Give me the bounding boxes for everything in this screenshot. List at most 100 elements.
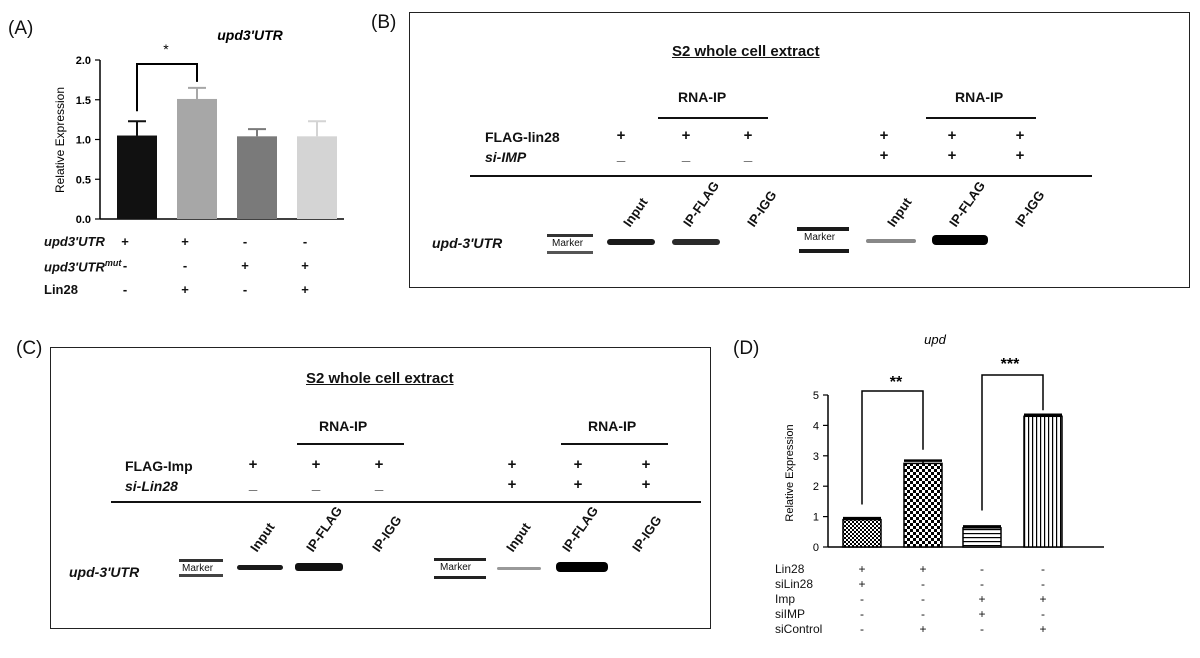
- row2-mark: +: [1015, 147, 1025, 164]
- y-tick-label: 2.0: [76, 55, 91, 67]
- significance-bracket: [981, 374, 1044, 511]
- gel-band-input-faint: [866, 239, 916, 243]
- y-tick-label: 0: [813, 542, 819, 554]
- condition-row-label: siControl: [775, 622, 823, 636]
- condition-mark: -: [921, 592, 925, 606]
- lane-label: IP-IGG: [744, 187, 780, 230]
- y-tick-label: 5: [813, 390, 819, 402]
- marker-band: [434, 558, 486, 561]
- gel-band-input-faint: [497, 567, 541, 570]
- condition-mark: +: [121, 234, 129, 249]
- row1-mark: +: [681, 127, 691, 144]
- y-tick-label: 0.5: [76, 174, 91, 186]
- bar: [903, 462, 943, 548]
- rna-ip-line: [658, 117, 768, 119]
- bar: [1023, 415, 1063, 548]
- gel-band-ip-flag: [672, 239, 720, 245]
- condition-mark: -: [122, 258, 128, 273]
- condition-row-label: upd3'UTRmut: [44, 258, 122, 275]
- panel-c-box: S2 whole cell extract RNA-IP RNA-IP FLAG…: [50, 347, 711, 629]
- condition-mark: -: [302, 234, 308, 249]
- marker-label: Marker: [440, 562, 472, 573]
- gel-band-input: [237, 565, 283, 570]
- rna-ip-label: RNA-IP: [678, 89, 727, 105]
- y-tick-label: 1.5: [76, 95, 91, 107]
- gel-band-ip-flag-strong: [932, 235, 988, 245]
- lane-label: IP-IGG: [369, 512, 405, 555]
- condition-mark: -: [242, 234, 248, 249]
- lane-label: IP-FLAG: [303, 503, 346, 555]
- divider-line: [470, 175, 1092, 177]
- marker-band: [799, 249, 849, 253]
- condition-mark: +: [1039, 592, 1047, 606]
- chart-d-title: upd: [924, 332, 946, 347]
- condition-mark: +: [181, 282, 189, 297]
- condition-mark: -: [921, 607, 925, 621]
- condition-mark: -: [1041, 577, 1045, 591]
- chart-d-significance-1: **: [890, 374, 903, 391]
- chart-a-title: upd3'UTR: [217, 27, 283, 43]
- row-label-flag-lin28: FLAG-lin28: [485, 129, 560, 145]
- condition-mark: -: [1041, 607, 1045, 621]
- lane-label: Input: [620, 194, 651, 230]
- row1-mark: +: [573, 456, 583, 473]
- condition-mark: -: [980, 622, 984, 636]
- marker-band: [434, 576, 486, 579]
- row1-mark: +: [879, 127, 889, 144]
- lane-label: Input: [503, 519, 534, 555]
- y-tick-label: 2: [813, 481, 819, 493]
- panel-b-label: (B): [371, 12, 397, 33]
- row2-mark: +: [947, 147, 957, 164]
- marker-label: Marker: [804, 232, 836, 243]
- row2-mark: _: [311, 476, 321, 493]
- rna-ip-line: [561, 443, 668, 445]
- y-tick-label: 0.0: [76, 214, 91, 226]
- rna-ip-label: RNA-IP: [319, 418, 368, 434]
- condition-mark: -: [242, 282, 248, 297]
- row2-mark: _: [248, 476, 258, 493]
- chart-d-significance-2: ***: [1001, 356, 1020, 373]
- panel-a-chart: upd3'UTR Relative Expression 0.0 0.5 1.0 1.…: [53, 27, 344, 226]
- condition-mark: -: [182, 258, 188, 273]
- lane-label: Input: [884, 194, 915, 230]
- significance-bracket: [861, 390, 924, 505]
- panel-c-label: (C): [16, 338, 43, 359]
- panel-d-label: (D): [733, 338, 760, 359]
- condition-mark: +: [978, 592, 986, 606]
- panel-a-label: (A): [8, 18, 34, 39]
- condition-mark: -: [122, 282, 128, 297]
- gene-label: upd-3'UTR: [69, 564, 140, 580]
- condition-row-label: siLin28: [775, 577, 814, 591]
- chart-d-ylabel: Relative Expression: [784, 424, 796, 521]
- condition-row-label: Lin28: [44, 282, 78, 297]
- significance-bracket: [136, 63, 198, 112]
- condition-mark: -: [1041, 562, 1045, 576]
- chart-a-significance-star: *: [163, 41, 169, 57]
- gel-band-ip-flag-strong: [556, 562, 608, 572]
- marker-band: [797, 227, 849, 231]
- condition-row-label: Imp: [775, 592, 796, 606]
- row1-mark: +: [507, 456, 517, 473]
- marker-band: [179, 574, 223, 577]
- row1-mark: +: [616, 127, 626, 144]
- condition-mark: -: [860, 622, 864, 636]
- bar: [962, 527, 1002, 548]
- panel-d-chart: upd Relative Expression 0 1 2 3 4 5 ** ***: [784, 332, 1104, 554]
- bar: [237, 136, 277, 219]
- condition-mark: -: [860, 592, 864, 606]
- condition-mark: +: [858, 562, 866, 576]
- condition-row-label: Lin28: [775, 562, 805, 576]
- marker-label: Marker: [552, 238, 584, 249]
- condition-mark: +: [919, 622, 927, 636]
- row-label-si-lin28: si-Lin28: [125, 478, 178, 494]
- bar: [297, 136, 337, 219]
- row2-mark: +: [879, 147, 889, 164]
- row2-mark: _: [681, 147, 691, 164]
- y-tick-label: 3: [813, 451, 819, 463]
- row1-mark: +: [374, 456, 384, 473]
- row2-mark: _: [374, 476, 384, 493]
- condition-mark: -: [980, 577, 984, 591]
- rna-ip-line: [926, 117, 1036, 119]
- condition-mark: +: [858, 577, 866, 591]
- gel-band-input: [607, 239, 655, 245]
